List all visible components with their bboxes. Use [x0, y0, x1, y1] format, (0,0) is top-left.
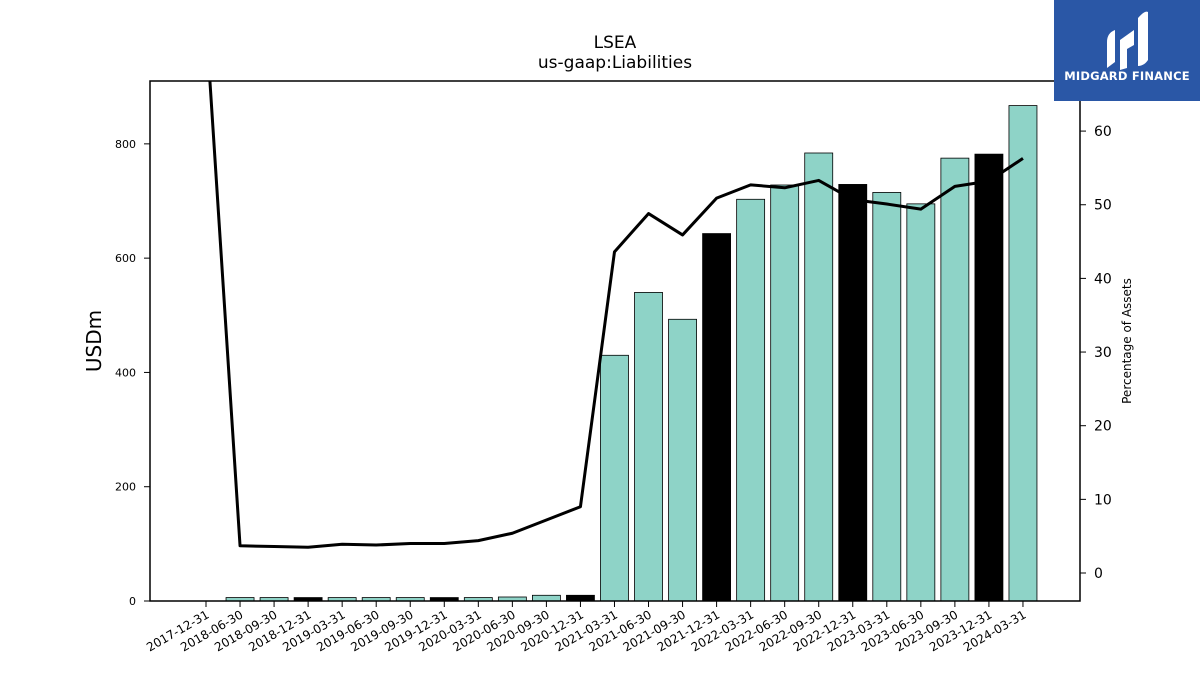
y2-tick-label: 50 [1094, 198, 1112, 214]
y-axis-label: USDm [82, 310, 106, 372]
bars-layer [225, 105, 1038, 602]
bar [906, 203, 936, 602]
bar [1008, 105, 1038, 602]
bar [532, 594, 561, 602]
bar [736, 198, 766, 602]
brand-logo: MIDGARD FINANCE [1054, 0, 1200, 101]
left-axis: 0 200 400 600 800 [115, 138, 150, 608]
bar [668, 318, 697, 602]
plot-frame [149, 80, 1081, 602]
bar [702, 233, 731, 602]
brand-name: MIDGARD FINANCE [1064, 69, 1190, 83]
bar [566, 594, 595, 602]
bar [804, 152, 834, 602]
y2-tick-label: 30 [1094, 345, 1112, 361]
bar [770, 184, 800, 602]
series-line [208, 81, 1024, 549]
y2-axis-label: Percentage of Assets [1120, 278, 1134, 404]
bar [838, 184, 868, 602]
y-tick-label: 800 [115, 138, 136, 151]
chart-subtitle: us-gaap:Liabilities [538, 53, 692, 73]
y2-tick-label: 20 [1094, 419, 1112, 435]
y-tick-label: 400 [115, 366, 136, 379]
bar [872, 192, 902, 602]
bar [600, 354, 629, 602]
y2-tick-label: 10 [1094, 492, 1112, 508]
bar [974, 153, 1004, 602]
right-axis: 0 10 20 30 40 50 60 [1080, 124, 1112, 582]
y-tick-label: 0 [129, 595, 136, 608]
bar [634, 292, 663, 602]
line-layer [208, 81, 1024, 549]
bar [940, 157, 970, 602]
y-tick-label: 200 [115, 481, 136, 494]
y-tick-label: 600 [115, 252, 136, 265]
y2-tick-label: 0 [1094, 566, 1103, 582]
midgard-m-mark-icon [1107, 11, 1148, 70]
y2-tick-label: 40 [1094, 271, 1112, 287]
x-axis: 2017-12-312018-06-302018-09-302018-12-31… [144, 601, 1028, 654]
y2-tick-label: 60 [1094, 124, 1112, 140]
chart-title: LSEA [594, 33, 637, 53]
